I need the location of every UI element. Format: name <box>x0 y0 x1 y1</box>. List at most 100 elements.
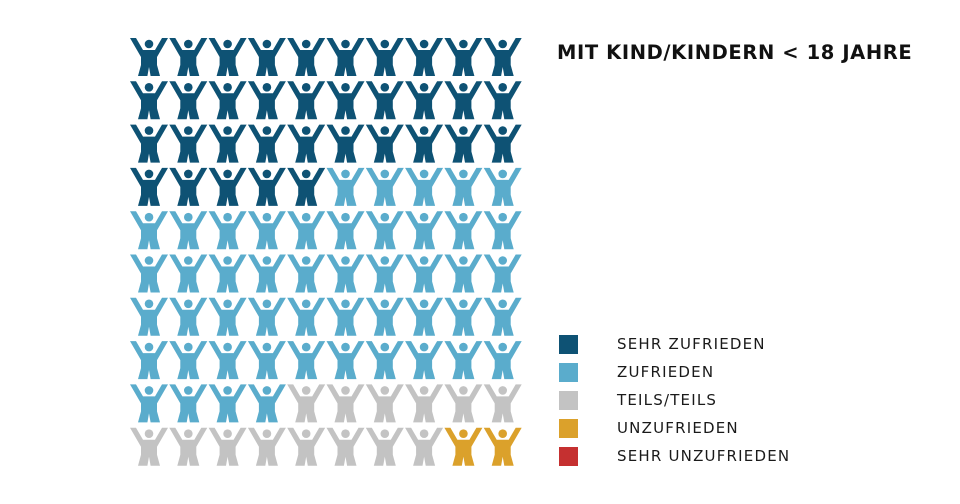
person-icon-zufrieden <box>365 211 404 250</box>
person-icon-sehr-zufrieden <box>169 124 208 163</box>
person-icon-sehr-zufrieden <box>326 81 365 120</box>
person-icon-zufrieden <box>444 211 483 250</box>
person-icon-sehr-zufrieden <box>169 167 208 206</box>
person-icon-zufrieden <box>247 384 286 423</box>
person-icon-teils-teils <box>444 384 483 423</box>
person-icon-sehr-zufrieden <box>247 167 286 206</box>
person-icon-zufrieden <box>130 254 168 293</box>
person-icon-sehr-zufrieden <box>247 124 286 163</box>
person-icon-zufrieden <box>483 211 522 250</box>
legend-label-teils-teils: TEILS/TEILS <box>617 391 718 409</box>
person-icon-teils-teils <box>326 384 365 423</box>
person-icon-sehr-zufrieden <box>483 81 522 120</box>
person-icon-teils-teils <box>365 384 404 423</box>
person-icon-zufrieden <box>483 167 522 206</box>
person-icon-zufrieden <box>169 254 208 293</box>
person-icon-teils-teils <box>326 427 365 466</box>
person-icon-zufrieden <box>130 211 168 250</box>
person-icon-sehr-zufrieden <box>287 81 326 120</box>
legend-swatch-zufrieden <box>559 363 578 382</box>
person-icon-zufrieden <box>208 211 247 250</box>
person-icon-zufrieden <box>326 254 365 293</box>
person-icon-sehr-zufrieden <box>405 38 444 76</box>
person-icon-zufrieden <box>326 167 365 206</box>
person-icon-zufrieden <box>208 254 247 293</box>
person-icon-zufrieden <box>444 341 483 380</box>
person-icon-zufrieden <box>365 341 404 380</box>
person-icon-sehr-zufrieden <box>287 124 326 163</box>
person-icon-teils-teils <box>287 427 326 466</box>
person-icon-sehr-zufrieden <box>405 124 444 163</box>
person-icon-zufrieden <box>483 341 522 380</box>
person-icon-sehr-zufrieden <box>130 38 168 76</box>
person-icon-zufrieden <box>444 297 483 336</box>
person-icon-zufrieden <box>405 341 444 380</box>
person-icon-teils-teils <box>483 384 522 423</box>
person-icon-teils-teils <box>247 427 286 466</box>
person-icon-sehr-zufrieden <box>365 81 404 120</box>
person-icon-zufrieden <box>130 341 168 380</box>
person-icon-sehr-zufrieden <box>287 167 326 206</box>
legend-swatch-unzufrieden <box>559 419 578 438</box>
person-icon-zufrieden <box>247 297 286 336</box>
person-icon-zufrieden <box>405 167 444 206</box>
person-icon-zufrieden <box>130 384 168 423</box>
person-icon-zufrieden <box>287 254 326 293</box>
person-icon-sehr-zufrieden <box>208 124 247 163</box>
person-icon-sehr-zufrieden <box>365 124 404 163</box>
person-icon-sehr-zufrieden <box>365 38 404 76</box>
legend-label-sehr-unzufrieden: SEHR UNZUFRIEDEN <box>617 447 791 465</box>
person-icon-sehr-zufrieden <box>130 167 168 206</box>
legend-swatch-teils-teils <box>559 391 578 410</box>
person-icon-sehr-zufrieden <box>247 38 286 76</box>
person-icon-sehr-zufrieden <box>130 124 168 163</box>
chart-title: MIT KIND/KINDERN < 18 JAHRE <box>557 41 913 64</box>
person-icon-teils-teils <box>405 427 444 466</box>
person-icon-sehr-zufrieden <box>247 81 286 120</box>
person-icon-zufrieden <box>208 341 247 380</box>
person-icon-teils-teils <box>208 427 247 466</box>
person-icon-sehr-zufrieden <box>483 124 522 163</box>
person-icon-sehr-zufrieden <box>208 38 247 76</box>
person-icon-zufrieden <box>130 297 168 336</box>
legend-swatch-sehr-unzufrieden <box>559 447 578 466</box>
person-icon-sehr-zufrieden <box>405 81 444 120</box>
person-icon-zufrieden <box>365 254 404 293</box>
person-icon-teils-teils <box>287 384 326 423</box>
person-icon-zufrieden <box>169 384 208 423</box>
person-icon-unzufrieden <box>444 427 483 466</box>
person-icon-sehr-zufrieden <box>444 38 483 76</box>
person-icon-zufrieden <box>483 297 522 336</box>
person-icon-zufrieden <box>365 297 404 336</box>
legend-label-sehr-zufrieden: SEHR ZUFRIEDEN <box>617 335 766 353</box>
person-icon-zufrieden <box>247 254 286 293</box>
person-icon-sehr-zufrieden <box>326 124 365 163</box>
person-icon-sehr-zufrieden <box>326 38 365 76</box>
person-icon-zufrieden <box>483 254 522 293</box>
person-icon-teils-teils <box>405 384 444 423</box>
person-icon-sehr-zufrieden <box>208 81 247 120</box>
person-icon-zufrieden <box>247 341 286 380</box>
person-icon-zufrieden <box>326 341 365 380</box>
person-icon-sehr-zufrieden <box>287 38 326 76</box>
person-icon-sehr-zufrieden <box>483 38 522 76</box>
person-icon-zufrieden <box>326 297 365 336</box>
person-icon-zufrieden <box>287 341 326 380</box>
person-icon-sehr-zufrieden <box>169 38 208 76</box>
legend-label-zufrieden: ZUFRIEDEN <box>617 363 715 381</box>
person-icon-teils-teils <box>130 427 168 466</box>
person-icon-sehr-zufrieden <box>444 81 483 120</box>
person-icon-zufrieden <box>169 297 208 336</box>
person-icon-unzufrieden <box>483 427 522 466</box>
person-icon-zufrieden <box>169 211 208 250</box>
person-icon-zufrieden <box>405 211 444 250</box>
person-icon-zufrieden <box>405 254 444 293</box>
person-icon-zufrieden <box>326 211 365 250</box>
people-grid <box>130 38 522 466</box>
legend-swatch-sehr-zufrieden <box>559 335 578 354</box>
person-icon-zufrieden <box>287 211 326 250</box>
person-icon-teils-teils <box>169 427 208 466</box>
person-icon-zufrieden <box>169 341 208 380</box>
person-icon-sehr-zufrieden <box>169 81 208 120</box>
person-icon-sehr-zufrieden <box>444 124 483 163</box>
